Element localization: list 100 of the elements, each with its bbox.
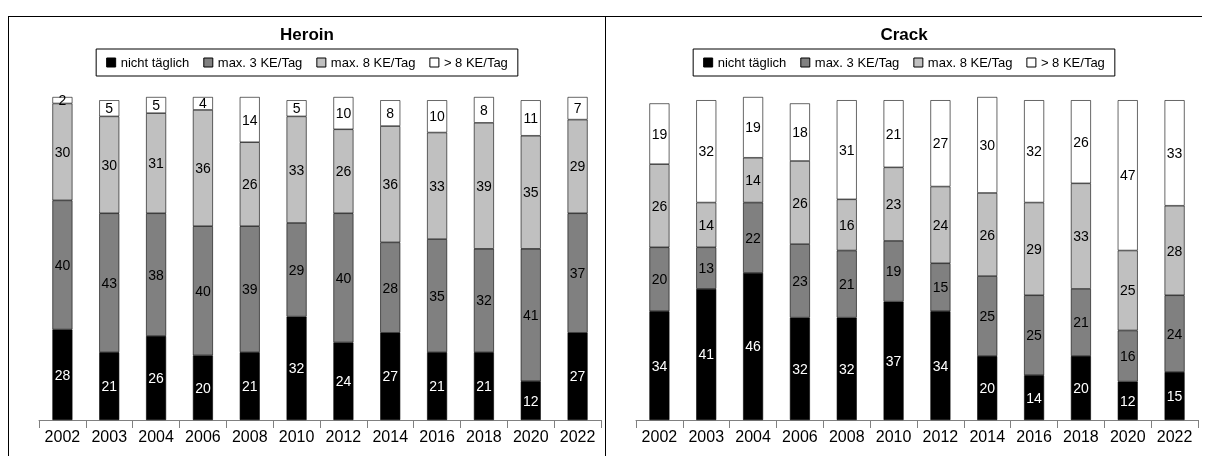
x-tick-label: 2002 <box>641 427 678 445</box>
data-label: 28 <box>54 366 71 383</box>
x-tick-label: 2022 <box>1156 427 1193 445</box>
data-label: 21 <box>429 378 446 395</box>
data-label: 16 <box>1119 348 1136 365</box>
data-label: 25 <box>979 308 996 325</box>
legend-label: max. 3 KE/Tag <box>217 55 303 70</box>
legend-label: max. 8 KE/Tag <box>927 55 1013 70</box>
data-label: 8 <box>480 101 489 118</box>
data-label: 38 <box>148 266 165 283</box>
chart-title: Crack <box>880 25 929 44</box>
x-tick-label: 2010 <box>875 427 912 445</box>
x-tick-label: 2010 <box>278 427 315 445</box>
data-label: 31 <box>838 141 855 158</box>
data-label: 26 <box>1073 133 1089 150</box>
x-tick-label: 2020 <box>512 427 549 445</box>
x-tick-label: 2004 <box>735 427 771 445</box>
data-label: 26 <box>979 226 996 243</box>
data-label: 30 <box>54 143 71 160</box>
data-label: 30 <box>979 136 996 153</box>
legend-label: > 8 KE/Tag <box>443 55 508 70</box>
data-label: 21 <box>241 378 258 395</box>
x-tick-label: 2022 <box>559 427 596 445</box>
data-label: 32 <box>792 360 808 377</box>
data-label: 20 <box>651 271 668 288</box>
data-label: 24 <box>932 216 949 233</box>
x-tick-label: 2008 <box>231 427 268 445</box>
data-label: 19 <box>651 125 668 142</box>
legend-label: nicht täglich <box>717 55 787 70</box>
data-label: 24 <box>335 373 352 390</box>
data-label: 36 <box>195 160 211 177</box>
data-label: 31 <box>148 155 165 172</box>
data-label: 14 <box>241 111 258 128</box>
data-label: 21 <box>101 378 118 395</box>
data-label: 14 <box>698 216 715 233</box>
data-label: 14 <box>1026 389 1043 406</box>
x-tick-label: 2003 <box>91 427 128 445</box>
data-label: 7 <box>573 100 582 117</box>
data-label: 26 <box>651 197 668 214</box>
data-label: 29 <box>1026 240 1043 257</box>
data-label: 25 <box>1026 327 1043 344</box>
data-label: 35 <box>522 184 539 201</box>
data-label: 39 <box>241 281 258 298</box>
data-label: 5 <box>152 97 161 114</box>
data-label: 29 <box>569 158 586 175</box>
data-label: 39 <box>476 177 492 194</box>
data-label: 5 <box>292 100 301 117</box>
data-label: 36 <box>382 176 399 193</box>
data-label: 40 <box>54 256 71 273</box>
x-tick-label: 2004 <box>138 427 174 445</box>
data-label: 27 <box>569 368 586 385</box>
legend-label: max. 3 KE/Tag <box>814 55 900 70</box>
data-label: 21 <box>1073 314 1089 331</box>
data-label: 23 <box>792 272 808 289</box>
data-label: 27 <box>382 368 399 385</box>
data-label: 20 <box>195 379 211 396</box>
data-label: 11 <box>523 110 539 126</box>
x-tick-label: 2008 <box>828 427 865 445</box>
x-tick-label: 2012 <box>325 427 362 445</box>
data-label: 35 <box>429 287 446 304</box>
data-label: 33 <box>1073 228 1089 245</box>
data-label: 19 <box>745 119 762 136</box>
data-label: 25 <box>1119 282 1136 299</box>
data-label: 16 <box>838 216 855 233</box>
x-tick-label: 2018 <box>1063 427 1099 445</box>
data-label: 47 <box>1119 167 1136 184</box>
data-label: 21 <box>838 276 855 293</box>
x-tick-label: 2020 <box>1109 427 1146 445</box>
data-label: 24 <box>1166 325 1183 342</box>
data-label: 20 <box>1073 380 1089 397</box>
data-label: 21 <box>885 125 902 142</box>
data-label: 32 <box>698 143 715 160</box>
x-tick-label: 2006 <box>782 427 818 445</box>
data-label: 20 <box>979 380 996 397</box>
x-tick-label: 2018 <box>466 427 502 445</box>
data-label: 40 <box>335 269 352 286</box>
legend-label: > 8 KE/Tag <box>1040 55 1105 70</box>
data-label: 21 <box>476 378 492 395</box>
data-label: 33 <box>429 177 446 194</box>
legend-label: nicht täglich <box>120 55 190 70</box>
data-label: 28 <box>382 279 399 296</box>
data-label: 34 <box>651 357 668 374</box>
x-tick-label: 2014 <box>372 427 409 445</box>
data-label: 26 <box>792 194 808 211</box>
data-label: 43 <box>101 274 118 291</box>
data-label: 19 <box>885 263 902 280</box>
data-label: 23 <box>885 196 902 213</box>
data-label: 30 <box>101 156 118 173</box>
data-label: 13 <box>698 260 715 277</box>
data-label: 10 <box>429 108 446 125</box>
data-label: 26 <box>148 370 165 387</box>
data-label: 26 <box>241 176 258 193</box>
data-label: 32 <box>476 292 492 309</box>
data-label: 8 <box>386 105 395 122</box>
data-label: 34 <box>932 357 949 374</box>
data-label: 22 <box>745 229 762 246</box>
data-label: 12 <box>522 392 539 409</box>
x-tick-label: 2014 <box>969 427 1006 445</box>
data-label: 37 <box>885 352 902 369</box>
x-tick-label: 2016 <box>419 427 455 445</box>
